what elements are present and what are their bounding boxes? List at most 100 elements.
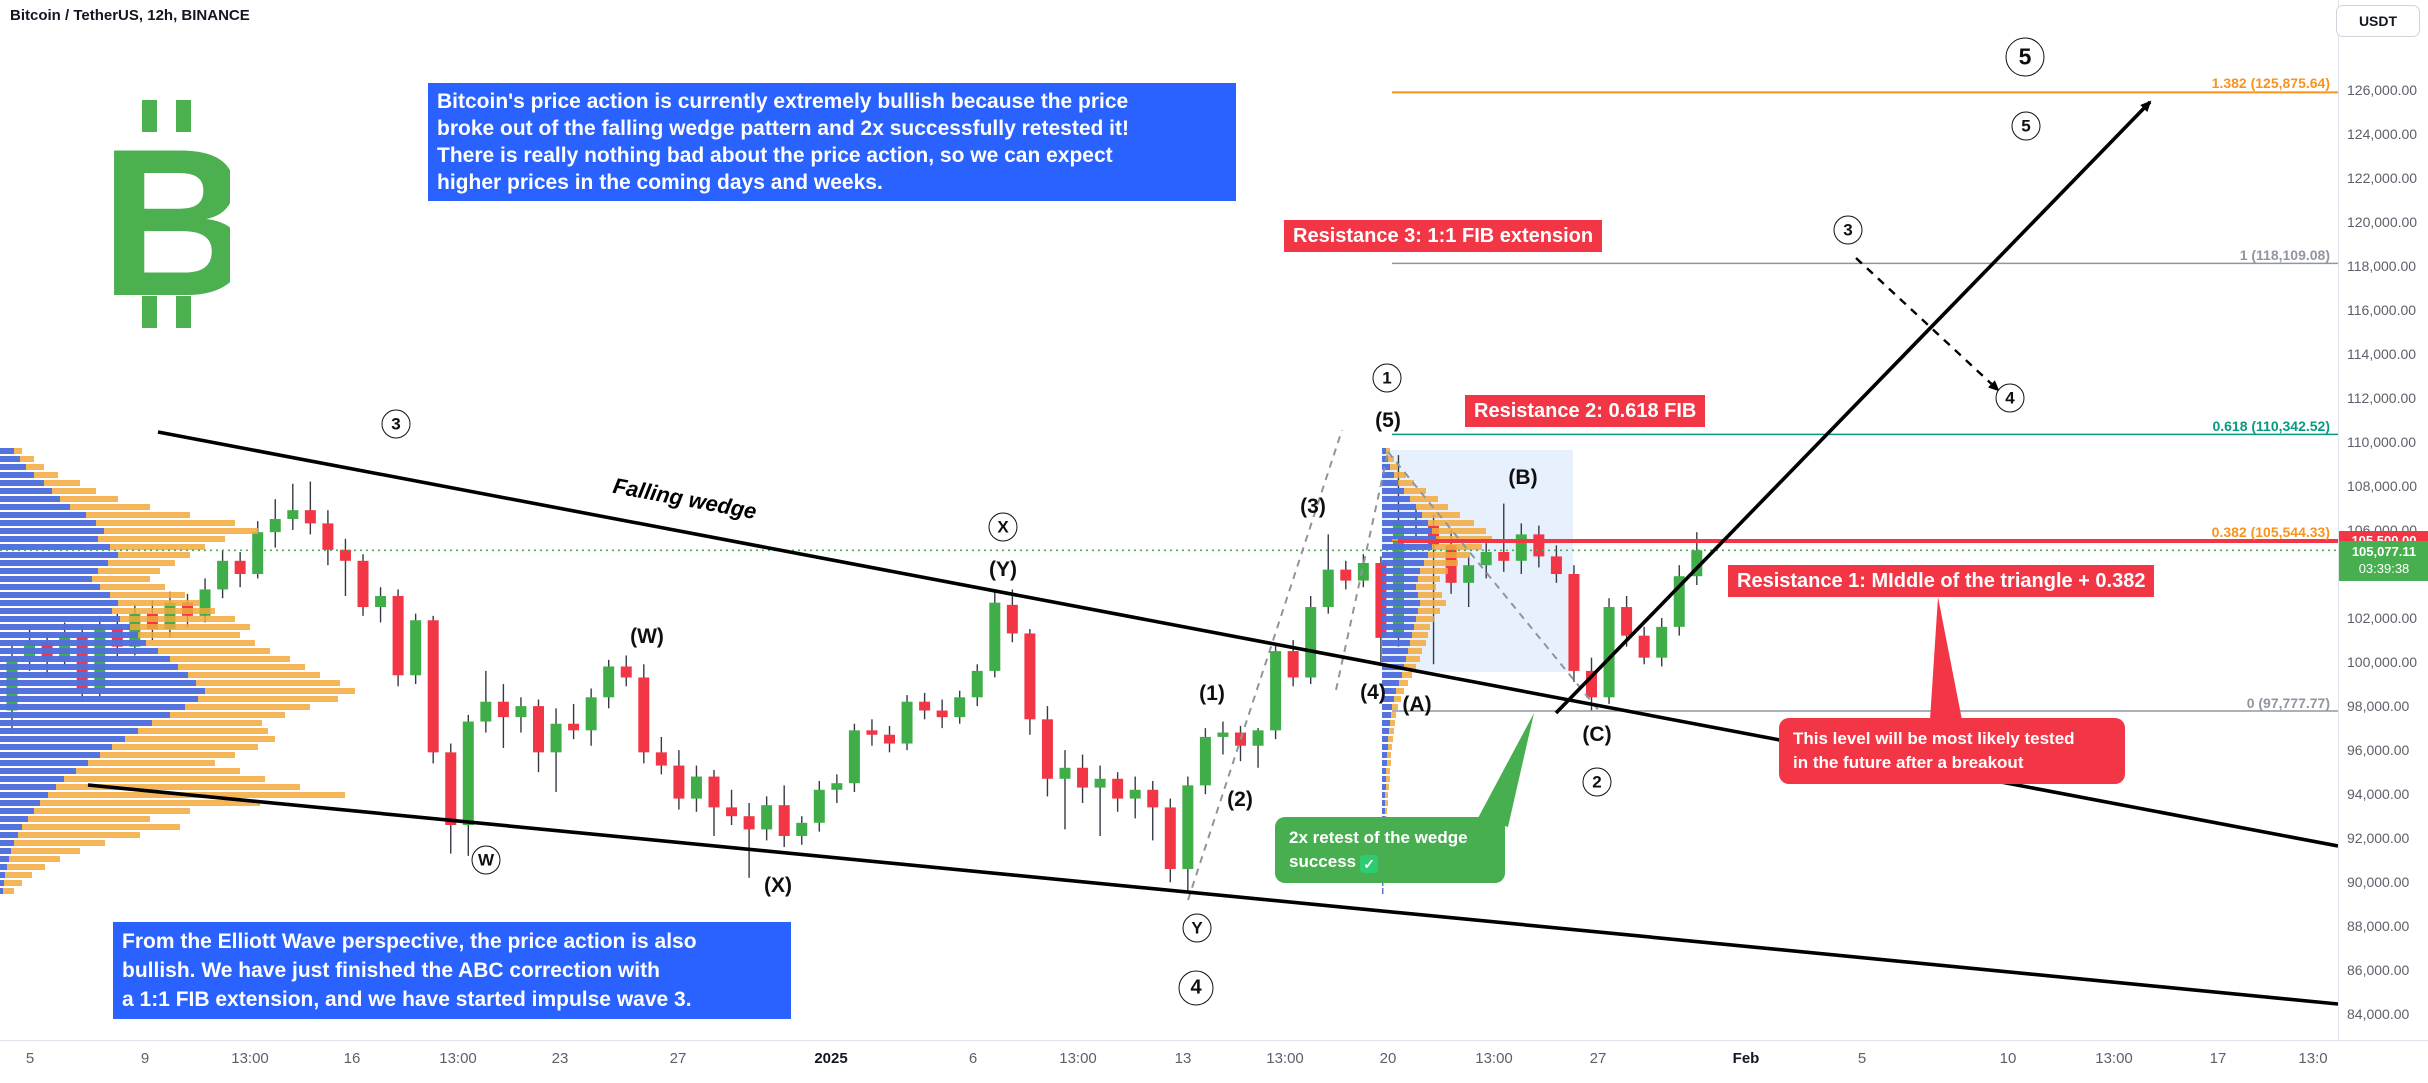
candle [778, 805, 790, 837]
vp-row-core [0, 472, 34, 478]
wedge-lower-trendline [87, 783, 2338, 1006]
wave-label-circled-2[interactable]: 2 [1582, 767, 1612, 797]
candle [1480, 551, 1492, 566]
time-tick: 13:00 [439, 1050, 477, 1067]
time-tick: 20 [1379, 1050, 1397, 1067]
breakout-callout[interactable]: This level will be most likely tested in… [1779, 718, 2125, 784]
candle [655, 752, 667, 766]
vp-row-total [0, 856, 60, 862]
vp-row-core [0, 768, 76, 774]
time-tick: 13:00 [2095, 1050, 2133, 1067]
currency-toggle-button[interactable]: USDT [2336, 5, 2420, 37]
vp-row-total [0, 848, 80, 854]
wave-label-circled-3[interactable]: 3 [381, 409, 411, 439]
time-tick: 27 [669, 1050, 687, 1067]
vp-row-total [0, 840, 105, 846]
fib-level-label: 1 (118,109.08) [2239, 247, 2330, 264]
vp-row-total [0, 880, 22, 886]
vp-row-core [1382, 576, 1418, 582]
price-axis[interactable]: 126,000.00 124,000.00 122,000.00 120,000.00… [2338, 0, 2428, 1040]
vp-row-total [0, 760, 215, 766]
wave-label-circled-4[interactable]: 4 [1995, 383, 2025, 413]
vp-row-core [0, 544, 110, 550]
wave-label-circled-5[interactable]: 5 [2005, 37, 2045, 77]
candle [427, 620, 439, 753]
candle [1691, 550, 1703, 577]
wave-label-1[interactable]: (1) [1199, 682, 1225, 705]
vp-row-core [0, 752, 100, 758]
candle [743, 816, 755, 830]
candle [1182, 785, 1194, 870]
wave-label-A[interactable]: (A) [1402, 693, 1432, 716]
resistance-3-badge[interactable]: Resistance 3: 1:1 FIB extension [1284, 220, 1603, 252]
vp-row-core [0, 448, 14, 454]
wave-label-circled-5[interactable]: 5 [2011, 111, 2041, 141]
wave-label-2[interactable]: (2) [1227, 788, 1253, 811]
time-tick: 13:0 [2298, 1050, 2328, 1067]
candle [1094, 778, 1106, 788]
price-tick: 120,000.00 [2347, 213, 2418, 230]
candle [919, 701, 931, 711]
wave-label-Y[interactable]: (Y) [989, 558, 1017, 581]
wave-label-circled-X[interactable]: X [988, 512, 1018, 542]
vp-row-core [1382, 888, 1383, 894]
candle [1217, 732, 1229, 737]
wave-label-4[interactable]: (4) [1360, 681, 1386, 704]
callout-line: This level will be most likely tested [1793, 729, 2075, 748]
time-tick: 13:00 [1059, 1050, 1097, 1067]
wave-label-circled-3[interactable]: 3 [1833, 215, 1863, 245]
candle [1340, 569, 1352, 581]
wave-label-circled-1[interactable]: 1 [1372, 363, 1402, 393]
vp-row-core [0, 824, 22, 830]
note-line: broke out of the falling wedge pattern a… [437, 117, 1129, 140]
vp-row-core [1382, 712, 1391, 718]
candle [901, 701, 913, 744]
dashed-guide-line [1187, 429, 1343, 901]
vp-row-core [0, 464, 26, 470]
retest-callout[interactable]: 2x retest of the wedge success ✓ [1275, 817, 1505, 883]
candle [1673, 576, 1685, 627]
price-tick: 110,000.00 [2347, 433, 2417, 450]
candle [1041, 719, 1053, 779]
candle [866, 730, 878, 735]
fib-level-label: 0.382 (105,544.33) [2211, 524, 2330, 540]
vp-row-core [0, 512, 86, 518]
time-tick: 13:00 [1475, 1050, 1513, 1067]
vp-row-total [0, 528, 258, 534]
wave-label-5[interactable]: (5) [1375, 409, 1401, 432]
candle [708, 776, 720, 808]
candle [796, 822, 808, 837]
candle [1024, 633, 1036, 720]
annotation-note-top[interactable]: Bitcoin's price action is currently extr… [428, 83, 1236, 201]
wave-label-B[interactable]: (B) [1508, 466, 1538, 489]
vp-row-total [0, 768, 240, 774]
vp-row-core [1382, 464, 1390, 470]
vp-row-core [1382, 792, 1385, 798]
candle [234, 560, 246, 575]
wave-label-C[interactable]: (C) [1582, 723, 1612, 746]
fib-level-label: 0 (97,777.77) [2246, 695, 2330, 711]
vp-row-total [0, 872, 32, 878]
wave-label-circled-W[interactable]: W [471, 845, 501, 875]
price-tick: 96,000.00 [2347, 742, 2410, 759]
vp-row-core [0, 704, 185, 710]
vp-row-core [1382, 488, 1404, 494]
vp-row-core [1382, 624, 1414, 630]
candle [1515, 534, 1527, 561]
vp-row-total [0, 864, 45, 870]
wave-label-3[interactable]: (3) [1300, 495, 1326, 518]
time-axis[interactable]: 5 9 13:00 16 13:00 23 27 2025 6 13:00 13 13:00 20 13:… [0, 1040, 2428, 1083]
wave-label-circled-Y[interactable]: Y [1182, 913, 1212, 943]
wave-label-circled-4[interactable]: 4 [1178, 970, 1214, 1006]
wave-label-X[interactable]: (X) [764, 874, 792, 897]
annotation-note-bottom[interactable]: From the Elliott Wave perspective, the p… [113, 922, 791, 1019]
chart-pane[interactable] [0, 0, 2338, 1040]
time-tick: 13:00 [1266, 1050, 1304, 1067]
resistance-1-badge[interactable]: Resistance 1: MIddle of the triangle + 0… [1728, 565, 2155, 597]
vp-row-core [1382, 752, 1387, 758]
time-tick: 6 [968, 1050, 978, 1067]
candle [199, 589, 211, 616]
wave-label-W[interactable]: (W) [630, 625, 664, 648]
resistance-2-badge[interactable]: Resistance 2: 0.618 FIB [1465, 395, 1706, 427]
price-tick: 90,000.00 [2347, 874, 2410, 891]
